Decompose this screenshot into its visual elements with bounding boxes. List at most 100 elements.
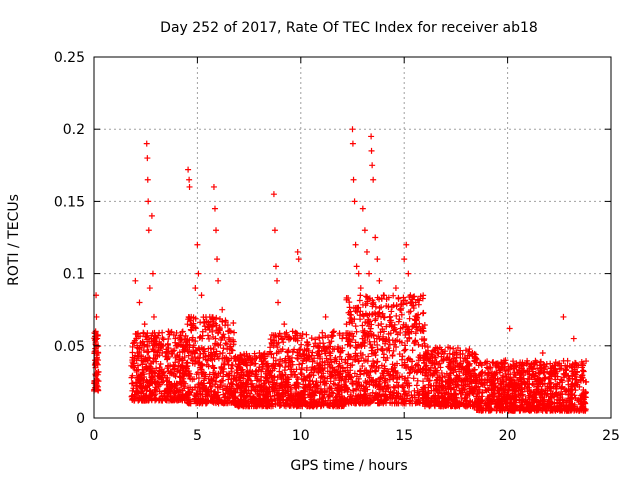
data-point (379, 398, 386, 405)
data-point (294, 248, 301, 255)
x-tick-label: 25 (602, 428, 620, 444)
data-point (393, 328, 400, 335)
data-point (430, 347, 437, 354)
data-point (361, 343, 368, 350)
data-point (188, 313, 195, 320)
data-point (532, 359, 539, 366)
data-point (153, 335, 160, 342)
data-point (215, 355, 222, 362)
data-point (130, 364, 137, 371)
data-point (580, 368, 587, 375)
data-point (186, 371, 193, 378)
data-point (254, 375, 261, 382)
y-tick-label: 0 (76, 411, 85, 427)
data-point (359, 322, 366, 329)
data-point (268, 373, 275, 380)
data-point (159, 393, 166, 400)
data-point (207, 345, 214, 352)
data-point (370, 176, 377, 183)
data-point (353, 400, 360, 407)
data-point (378, 346, 385, 353)
data-point (363, 380, 370, 387)
data-point (199, 371, 206, 378)
data-point (332, 381, 339, 388)
data-point (187, 326, 194, 333)
data-point (374, 256, 381, 263)
data-point (191, 350, 198, 357)
data-point (192, 325, 199, 332)
data-point (463, 363, 470, 370)
data-point (432, 386, 439, 393)
data-point (354, 381, 361, 388)
data-point (251, 355, 258, 362)
data-point (524, 383, 531, 390)
data-point (311, 392, 318, 399)
data-point (490, 373, 497, 380)
data-point (152, 391, 159, 398)
data-point (134, 350, 141, 357)
data-point (346, 311, 353, 318)
data-point (156, 329, 163, 336)
data-point (460, 370, 467, 377)
data-point (410, 375, 417, 382)
data-point (392, 368, 399, 375)
data-point (153, 388, 160, 395)
data-point (301, 400, 308, 407)
data-point (462, 347, 469, 354)
data-point (327, 385, 334, 392)
data-point (185, 166, 192, 173)
data-point (378, 320, 385, 327)
data-point (580, 398, 587, 405)
data-point (149, 367, 156, 374)
data-point (140, 330, 147, 337)
data-point (428, 382, 435, 389)
data-point (486, 397, 493, 404)
data-point (305, 382, 312, 389)
plot-frame (93, 56, 612, 419)
data-point (405, 309, 412, 316)
data-point (204, 399, 211, 406)
data-point (565, 377, 572, 384)
data-point (270, 354, 277, 361)
data-point (572, 371, 579, 378)
data-point (282, 364, 289, 371)
data-point (273, 340, 280, 347)
data-point (392, 285, 399, 292)
data-point (406, 315, 413, 322)
data-point (401, 362, 408, 369)
data-point (459, 364, 466, 371)
data-point (257, 354, 264, 361)
data-point (460, 378, 467, 385)
data-point (583, 378, 590, 385)
data-point (518, 384, 525, 391)
data-point (189, 360, 196, 367)
data-point (274, 391, 281, 398)
data-point (510, 358, 517, 365)
data-point (552, 407, 559, 414)
data-point (287, 386, 294, 393)
data-point (275, 385, 282, 392)
data-point (507, 379, 514, 386)
data-point (336, 353, 343, 360)
data-point (351, 316, 358, 323)
data-point (536, 401, 543, 408)
data-point (439, 374, 446, 381)
data-point (146, 379, 153, 386)
data-point (140, 379, 147, 386)
data-point (282, 376, 289, 383)
data-point (542, 363, 549, 370)
data-point (445, 364, 452, 371)
data-point (526, 392, 533, 399)
data-point (144, 357, 151, 364)
data-point (321, 378, 328, 385)
data-point (309, 358, 316, 365)
data-point (355, 357, 362, 364)
data-point (562, 366, 569, 373)
data-point (529, 380, 536, 387)
data-point (259, 366, 266, 373)
data-point (345, 335, 352, 342)
data-point (471, 357, 478, 364)
data-point (188, 349, 195, 356)
data-point (560, 313, 567, 320)
data-point (334, 346, 341, 353)
